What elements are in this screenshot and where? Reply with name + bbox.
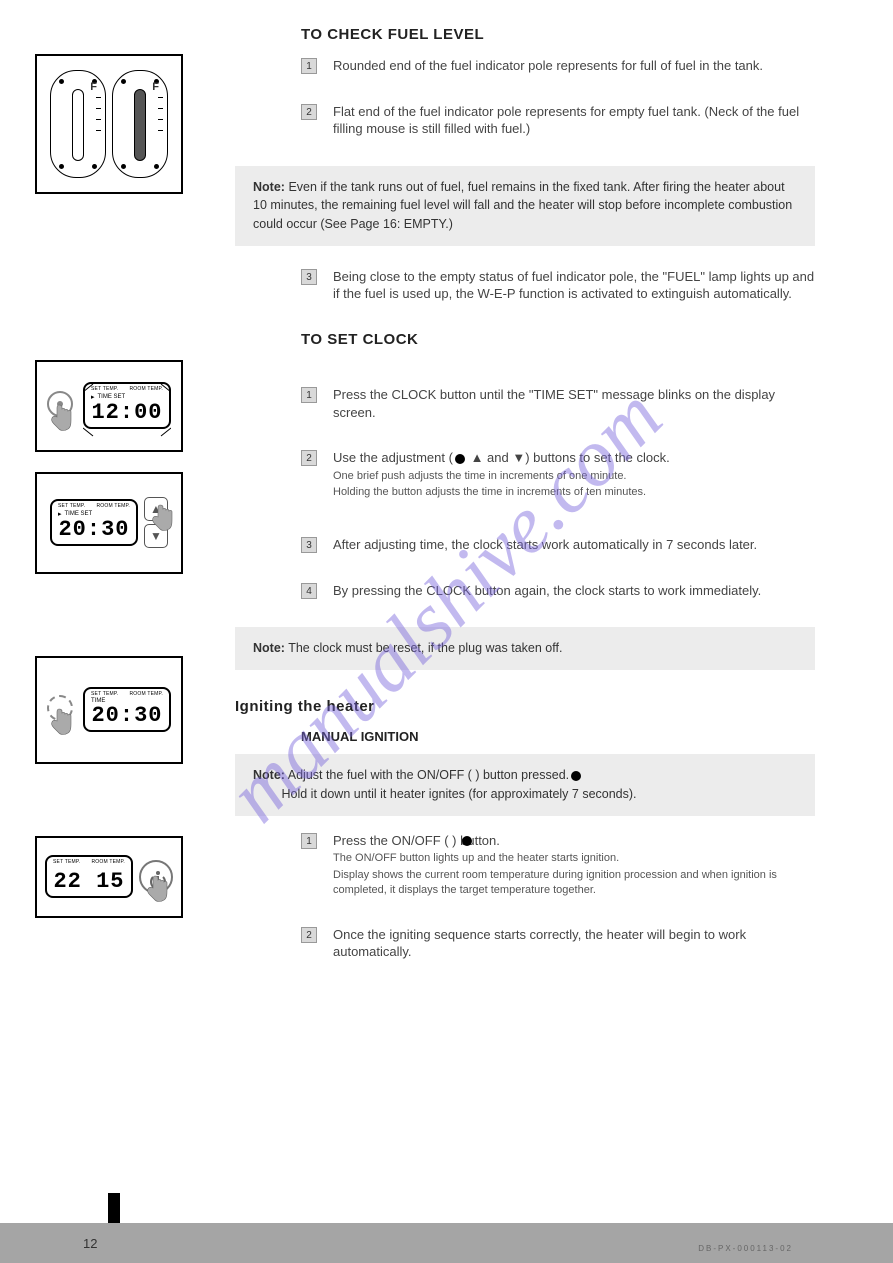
- lcd-room-temp: ROOM TEMP.: [92, 859, 126, 865]
- heading-fuel: TO CHECK FUEL LEVEL: [235, 26, 815, 43]
- note-body: Adjust the fuel with the ON/OFF ( ) butt…: [288, 768, 569, 782]
- lcd-digits: 22 15: [51, 871, 127, 893]
- step-clock-3: 3 After adjusting time, the clock starts…: [235, 536, 815, 554]
- lcd-digits: 20:30: [56, 519, 132, 541]
- step-box: 2: [301, 450, 317, 466]
- step-text: Rounded end of the fuel indicator pole r…: [333, 57, 815, 75]
- step-box: 2: [301, 104, 317, 120]
- f-label: F: [90, 81, 97, 93]
- page-tab: [108, 1193, 120, 1223]
- page-number: 12: [83, 1236, 97, 1251]
- figure-fuel-sliders: F F: [35, 54, 183, 194]
- heading-manual: MANUAL IGNITION: [235, 729, 815, 744]
- note-ignite: Note: Adjust the fuel with the ON/OFF ( …: [235, 754, 815, 816]
- section-ignite: SET TEMP. ROOM TEMP. 22 15: [35, 832, 815, 989]
- lcd-digits: 20:30: [89, 705, 165, 727]
- step-clock-4: 4 By pressing the CLOCK button again, th…: [235, 582, 815, 600]
- step-text: Press the CLOCK button until the "TIME S…: [333, 386, 815, 421]
- note-clock: Note: The clock must be reset, if the pl…: [235, 627, 815, 670]
- dot-icon: [455, 454, 465, 464]
- note-body: Even if the tank runs out of fuel, fuel …: [253, 180, 792, 232]
- note-lead: Note:: [253, 641, 285, 655]
- step-text: Once the igniting sequence starts correc…: [333, 926, 815, 961]
- step-box: 3: [301, 537, 317, 553]
- figure-lcd-2215-power: SET TEMP. ROOM TEMP. 22 15: [35, 836, 183, 918]
- clock-button-press: [47, 695, 77, 725]
- note-body: The clock must be reset, if the plug was…: [288, 641, 562, 655]
- note-body: Hold it down until it heater ignites (fo…: [281, 787, 636, 801]
- manual-page: manualshive.com F F: [0, 0, 893, 1263]
- note-lead: Note:: [253, 180, 285, 194]
- step-text: Use the adjustment ( ▲ and ▼) buttons to…: [333, 449, 815, 500]
- lcd-room-temp: ROOM TEMP.: [97, 503, 131, 509]
- slider-empty: F: [50, 70, 106, 178]
- step-text: Flat end of the fuel indicator pole repr…: [333, 103, 815, 138]
- section-clock: SET TEMP.ROOM TEMP. ▸TIME SET 12:00 SET …: [35, 356, 815, 838]
- clock-button-press: [47, 391, 77, 421]
- step-clock-1: 1 Press the CLOCK button until the "TIME…: [235, 386, 815, 421]
- lcd-digits: 12:00: [89, 402, 165, 424]
- lcd-set-temp: SET TEMP.: [53, 859, 80, 865]
- heading-igniting: Igniting the heater: [235, 698, 815, 715]
- step-box: 1: [301, 833, 317, 849]
- note-fuel: Note: Even if the tank runs out of fuel,…: [235, 166, 815, 246]
- lcd-set-temp: SET TEMP.: [91, 691, 118, 697]
- lcd-room-temp: ROOM TEMP.: [130, 691, 164, 697]
- figure-lcd-2030-adjust: SET TEMP.ROOM TEMP. ▸TIME SET 20:30 ▲ ▼: [35, 472, 183, 574]
- lcd-set-temp: SET TEMP.: [58, 503, 85, 509]
- step-box: 1: [301, 387, 317, 403]
- step-text: After adjusting time, the clock starts w…: [333, 536, 815, 554]
- page-revision: DB-PX-000113-02: [698, 1244, 793, 1253]
- step-1: 1 Rounded end of the fuel indicator pole…: [235, 57, 815, 75]
- note-lead: Note:: [253, 768, 285, 782]
- step-clock-2: 2 Use the adjustment ( ▲ and ▼) buttons …: [235, 449, 815, 500]
- step-box: 2: [301, 927, 317, 943]
- step-ignite-1: 1 Press the ON/OFF ( ) button. The ON/OF…: [235, 832, 815, 898]
- dot-icon: [571, 771, 581, 781]
- figure-lcd-2030-confirm: SET TEMP.ROOM TEMP. TIME 20:30: [35, 656, 183, 764]
- step-text: By pressing the CLOCK button again, the …: [333, 582, 815, 600]
- lcd-room-temp: ROOM TEMP.: [130, 386, 164, 392]
- slider-full: F: [112, 70, 168, 178]
- f-label: F: [152, 81, 159, 93]
- page-footer: 12 DB-PX-000113-02: [0, 1223, 893, 1263]
- section-fuel-level: F F TO CHECK FUEL LEVEL 1: [35, 50, 815, 362]
- figure-lcd-1200: SET TEMP.ROOM TEMP. ▸TIME SET 12:00: [35, 360, 183, 452]
- step-box: 4: [301, 583, 317, 599]
- step-text: Press the ON/OFF ( ) button. The ON/OFF …: [333, 832, 815, 898]
- lcd-set-temp: SET TEMP.: [91, 386, 118, 392]
- step-box: 3: [301, 269, 317, 285]
- step-3: 3 Being close to the empty status of fue…: [235, 268, 815, 303]
- heading-clock: TO SET CLOCK: [235, 331, 815, 348]
- step-box: 1: [301, 58, 317, 74]
- step-2: 2 Flat end of the fuel indicator pole re…: [235, 103, 815, 138]
- step-text: Being close to the empty status of fuel …: [333, 268, 815, 303]
- step-ignite-2: 2 Once the igniting sequence starts corr…: [235, 926, 815, 961]
